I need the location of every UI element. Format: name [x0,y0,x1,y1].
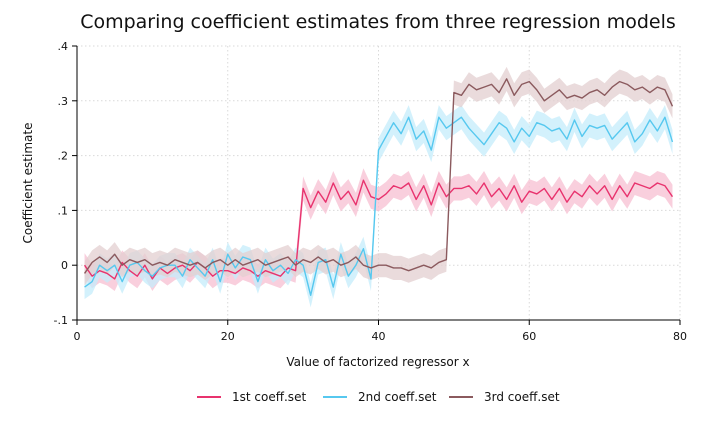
x-tick-label: 20 [221,330,235,343]
y-tick-label: .3 [58,95,69,108]
y-axis-label: Coefficient estimate [21,123,35,244]
series-line-3 [83,78,674,274]
x-tick-label: 80 [673,330,687,343]
legend-label-series-1: 1st coeff.set [232,390,306,404]
x-tick-label: 60 [522,330,536,343]
y-tick-label: .1 [58,204,69,217]
legend-label-series-2: 2nd coeff.set [358,390,437,404]
y-tick-label: .4 [58,40,69,53]
legend: 1st coeff.set 2nd coeff.set 3rd coeff.set [197,390,560,404]
y-tick-label: .2 [58,150,69,163]
series-line-2 [84,116,674,297]
y-tick-label: -.1 [54,314,68,327]
y-tick-label: 0 [61,259,68,272]
x-tick-label: 40 [372,330,386,343]
chart-title: Comparing coefficient estimates from thr… [80,11,676,33]
ci-band-series-3 [84,66,673,286]
legend-label-series-3: 3rd coeff.set [484,390,560,404]
axes: -.1 0 .1 .2 .3 .4 0 20 40 60 80 [54,40,687,343]
series-lines [83,78,674,297]
x-tick-label: 0 [74,330,81,343]
x-axis-label: Value of factorized regressor x [286,355,469,369]
series-line-1 [83,179,674,280]
